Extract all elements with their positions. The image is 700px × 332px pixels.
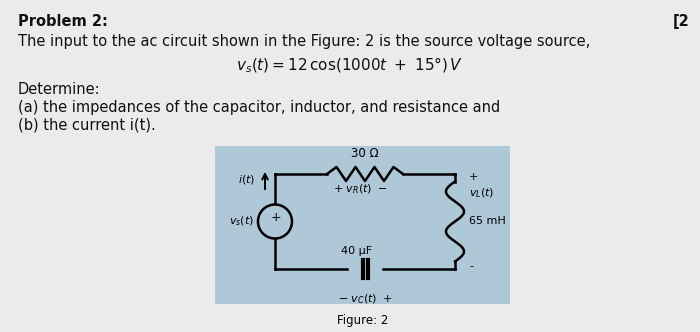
Text: 65 mH: 65 mH [469, 216, 505, 226]
Text: Determine:: Determine: [18, 82, 101, 97]
Text: 30 Ω: 30 Ω [351, 147, 379, 160]
Text: +: + [469, 172, 478, 182]
FancyBboxPatch shape [215, 146, 510, 304]
Text: (b) the current i(t).: (b) the current i(t). [18, 118, 155, 133]
Text: The input to the ac circuit shown in the Figure: 2 is the source voltage source,: The input to the ac circuit shown in the… [18, 34, 590, 49]
Text: 40 μF: 40 μF [342, 246, 372, 256]
Text: +: + [271, 211, 281, 224]
Text: $-\ v_C(t)\ +$: $-\ v_C(t)\ +$ [338, 292, 392, 305]
Text: $v_L(t)$: $v_L(t)$ [469, 187, 494, 200]
Text: (a) the impedances of the capacitor, inductor, and resistance and: (a) the impedances of the capacitor, ind… [18, 100, 500, 115]
Text: Problem 2:: Problem 2: [18, 14, 108, 29]
Text: $i(t)$: $i(t)$ [238, 173, 255, 186]
Text: $v_s(t) = 12\,\mathrm{cos}(1000t\ +\ 15°)\,V$: $v_s(t) = 12\,\mathrm{cos}(1000t\ +\ 15°… [237, 56, 463, 75]
Text: $+\ v_R(t)\ -$: $+\ v_R(t)\ -$ [333, 182, 387, 196]
Text: [2: [2 [673, 14, 690, 29]
Circle shape [258, 205, 292, 238]
Text: -: - [469, 262, 473, 272]
Text: $v_s(t)$: $v_s(t)$ [229, 215, 254, 228]
Text: Figure: 2: Figure: 2 [337, 314, 389, 327]
